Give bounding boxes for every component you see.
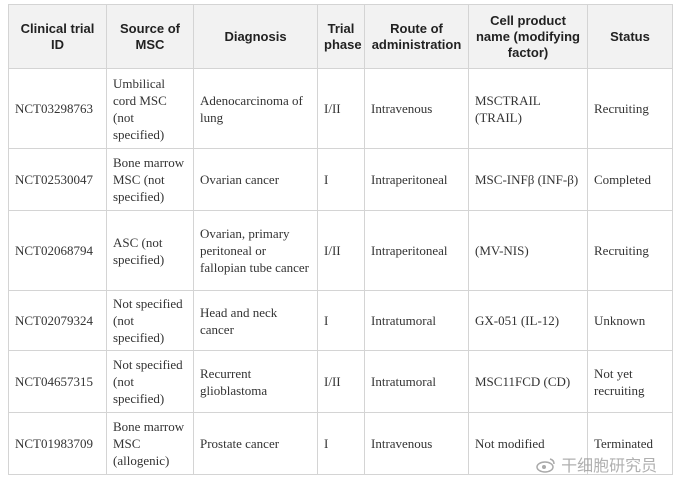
table-cell: Head and neck cancer — [193, 290, 318, 351]
table-cell: Not modified — [468, 412, 588, 475]
table-cell: MSC-INFβ (INF-β) — [468, 148, 588, 211]
table-cell: Completed — [587, 148, 673, 211]
column-header: Cell product name (modifying factor) — [468, 4, 588, 69]
table-body: NCT03298763 Umbilical cord MSC (not speci… — [8, 68, 673, 475]
table-row: NCT01983709 Bone marrow MSC (allogenic) Pr… — [8, 412, 673, 475]
table-row: NCT03298763 Umbilical cord MSC (not speci… — [8, 68, 673, 149]
table-cell: Intratumoral — [364, 290, 469, 351]
table-cell: Umbilical cord MSC (not specified) — [106, 68, 194, 149]
header-row: Clinical trial ID Source of MSC Diagnosis T… — [8, 4, 673, 69]
table-cell: I/II — [317, 68, 365, 149]
table-cell: Ovarian cancer — [193, 148, 318, 211]
table-row: NCT02530047 Bone marrow MSC (not specifie… — [8, 148, 673, 211]
column-header: Status — [587, 4, 673, 69]
table-cell: I — [317, 148, 365, 211]
table-cell: Not yet recruiting — [587, 350, 673, 413]
table-cell: I/II — [317, 210, 365, 291]
weibo-icon — [536, 458, 555, 473]
table-cell: Terminated — [587, 412, 673, 475]
table-cell: Ovarian, primary peritoneal or fallopian… — [193, 210, 318, 291]
table-cell: I — [317, 412, 365, 475]
table-cell: NCT02079324 — [8, 290, 107, 351]
watermark-text: 干细胞研究员 — [561, 456, 658, 475]
table-cell: Bone marrow MSC (allogenic) — [106, 412, 194, 475]
trial-table: Clinical trial ID Source of MSC Diagnosis T… — [8, 4, 673, 475]
table-cell: Not specified (not specified) — [106, 350, 194, 413]
table-cell: MSCTRAIL (TRAIL) — [468, 68, 588, 149]
table-cell: Intratumoral — [364, 350, 469, 413]
column-header: Source of MSC — [106, 4, 194, 69]
table-cell: Intravenous — [364, 68, 469, 149]
table-cell: NCT01983709 — [8, 412, 107, 475]
table-cell: Intravenous — [364, 412, 469, 475]
table-cell: I — [317, 290, 365, 351]
table-cell: Intraperitoneal — [364, 148, 469, 211]
table-cell: MSC11FCD (CD) — [468, 350, 588, 413]
table-cell: Not specified (not specified) — [106, 290, 194, 351]
table-cell: Bone marrow MSC (not specified) — [106, 148, 194, 211]
table-cell: Intraperitoneal — [364, 210, 469, 291]
table-cell: NCT04657315 — [8, 350, 107, 413]
table-cell: I/II — [317, 350, 365, 413]
table-cell: GX-051 (IL-12) — [468, 290, 588, 351]
column-header: Trial phase — [317, 4, 365, 69]
table-row: NCT02068794 ASC (not specified) Ovarian, p… — [8, 210, 673, 291]
table-cell: Recruiting — [587, 68, 673, 149]
table-cell: NCT02068794 — [8, 210, 107, 291]
table-cell: ASC (not specified) — [106, 210, 194, 291]
table-cell: (MV-NIS) — [468, 210, 588, 291]
column-header: Diagnosis — [193, 4, 318, 69]
table-cell: Adenocarcinoma of lung — [193, 68, 318, 149]
table-row: NCT04657315 Not specified (not specified)… — [8, 350, 673, 413]
table-cell: Recruiting — [587, 210, 673, 291]
table-cell: Unknown — [587, 290, 673, 351]
column-header: Route of administration — [364, 4, 469, 69]
table-cell: NCT02530047 — [8, 148, 107, 211]
column-header: Clinical trial ID — [8, 4, 107, 69]
table-cell: Prostate cancer — [193, 412, 318, 475]
table-row: NCT02079324 Not specified (not specified)… — [8, 290, 673, 351]
table-cell: Recurrent glioblastoma — [193, 350, 318, 413]
watermark: 干细胞研究员 — [536, 452, 657, 476]
table-cell: NCT03298763 — [8, 68, 107, 149]
